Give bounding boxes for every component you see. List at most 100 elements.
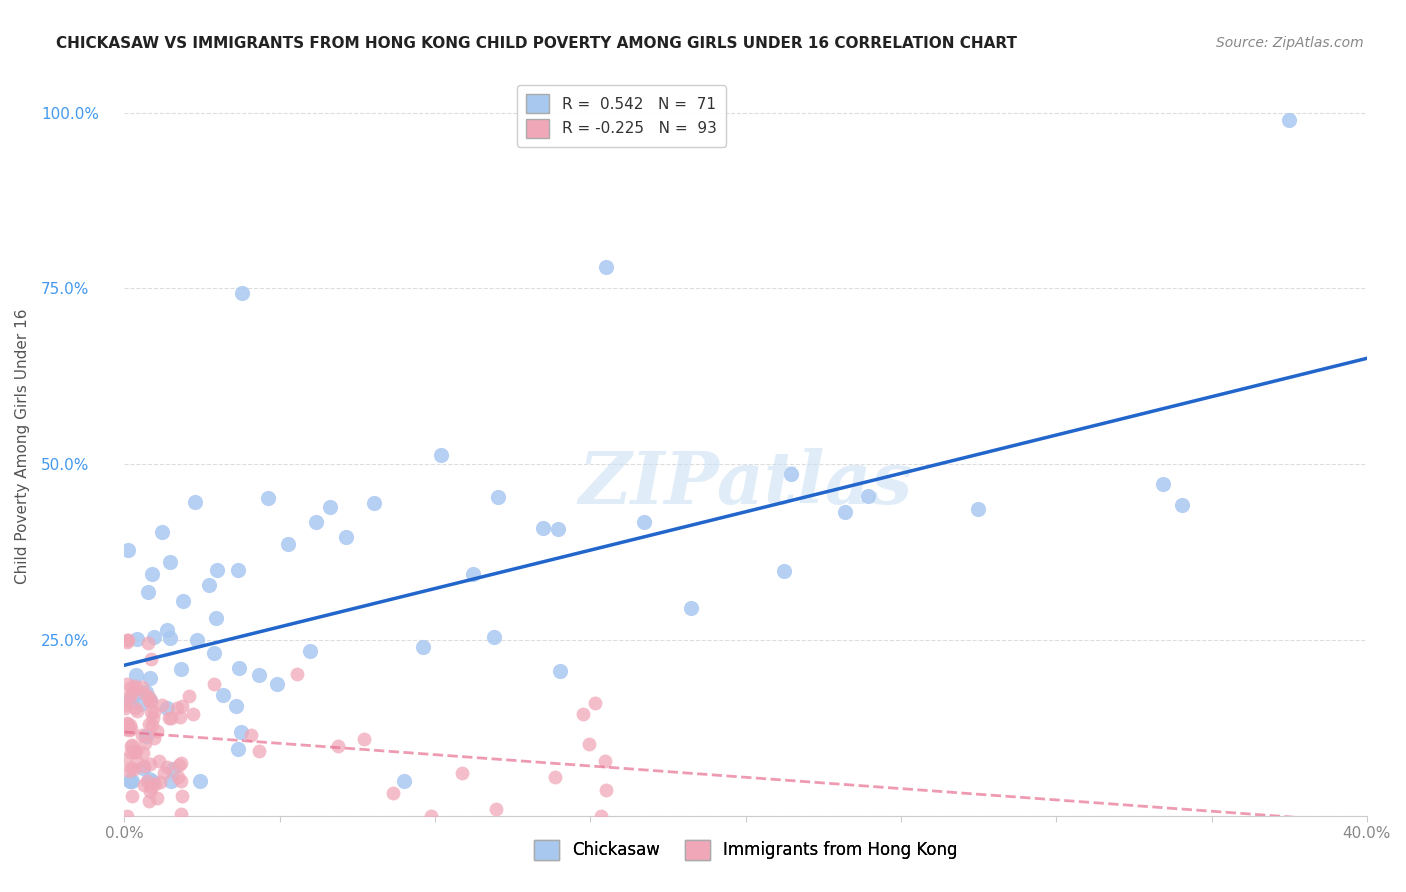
Point (319, 500, 342, 514)
Point (159, 555, 181, 569)
Point (583, 696, 606, 710)
Point (170, 662, 193, 676)
Point (138, 671, 160, 685)
Point (124, 745, 146, 759)
Point (531, 520, 554, 534)
Point (117, 677, 139, 691)
Point (633, 515, 655, 529)
Point (412, 640, 434, 654)
Point (547, 522, 569, 536)
Point (834, 505, 856, 519)
Point (679, 600, 702, 615)
Point (129, 697, 152, 711)
Point (134, 685, 156, 699)
Point (202, 646, 225, 660)
Point (239, 728, 262, 742)
Point (198, 578, 221, 592)
Point (132, 761, 155, 775)
Point (170, 756, 193, 770)
Point (247, 668, 270, 682)
Point (139, 693, 162, 707)
Point (127, 632, 149, 647)
Point (114, 698, 136, 712)
Point (544, 770, 567, 784)
Point (134, 729, 156, 743)
Point (139, 652, 162, 666)
Point (134, 736, 156, 750)
Point (277, 537, 299, 551)
Point (142, 731, 165, 746)
Point (166, 700, 188, 714)
Point (114, 701, 136, 715)
Point (461, 566, 484, 581)
Point (170, 773, 193, 788)
Point (353, 732, 375, 747)
Point (117, 633, 139, 648)
Point (287, 667, 309, 681)
Point (205, 563, 228, 577)
Point (122, 745, 145, 759)
Point (225, 699, 247, 714)
Point (773, 565, 796, 579)
Point (183, 494, 205, 508)
Point (170, 789, 193, 803)
Point (326, 739, 349, 753)
Point (131, 728, 153, 742)
Point (226, 742, 249, 756)
Point (125, 755, 148, 769)
Point (141, 694, 163, 708)
Point (118, 718, 141, 732)
Point (141, 566, 163, 581)
Point (256, 491, 278, 505)
Point (229, 725, 252, 739)
Point (141, 718, 163, 732)
Point (156, 700, 179, 714)
Point (226, 563, 249, 577)
Point (118, 689, 141, 703)
Point (188, 773, 211, 788)
Point (181, 707, 204, 722)
Point (381, 786, 404, 800)
Point (572, 706, 595, 721)
Text: ZIPatlas: ZIPatlas (578, 448, 912, 519)
Point (482, 630, 505, 644)
Point (578, 737, 600, 751)
Point (156, 760, 179, 774)
Point (124, 679, 146, 693)
Point (363, 496, 385, 510)
Point (170, 807, 193, 822)
Point (125, 744, 148, 758)
Point (146, 790, 169, 805)
Point (167, 758, 190, 772)
Point (211, 688, 233, 702)
Point (142, 705, 165, 719)
Point (135, 774, 157, 789)
Point (134, 759, 156, 773)
Point (115, 717, 138, 731)
Point (856, 489, 879, 503)
Point (1171, 498, 1194, 512)
Point (148, 755, 170, 769)
Point (589, 809, 612, 823)
Point (120, 739, 142, 753)
Point (394, 773, 416, 788)
Point (548, 665, 571, 679)
Point (304, 515, 326, 529)
Point (138, 717, 160, 731)
Point (162, 762, 184, 776)
Point (117, 543, 139, 558)
Point (121, 789, 143, 804)
Point (138, 690, 160, 704)
Point (1278, 112, 1301, 127)
Point (120, 746, 142, 760)
Point (136, 584, 159, 599)
Point (138, 794, 160, 808)
Point (120, 773, 142, 788)
Legend: Chickasaw, Immigrants from Hong Kong: Chickasaw, Immigrants from Hong Kong (527, 833, 965, 867)
Point (143, 630, 166, 644)
Point (115, 635, 138, 649)
Point (125, 667, 148, 681)
Point (125, 704, 148, 718)
Point (120, 761, 142, 775)
Point (160, 710, 183, 724)
